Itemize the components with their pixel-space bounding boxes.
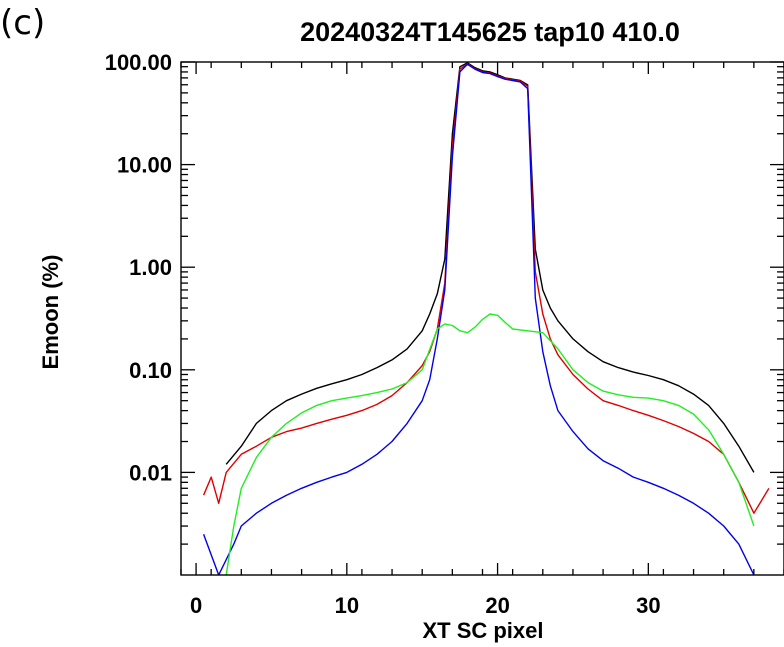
series-line-2 xyxy=(202,63,770,514)
y-tick-label: 10.00 xyxy=(117,153,172,178)
x-tick-label: 10 xyxy=(335,593,359,618)
x-axis-label: XT SC pixel xyxy=(422,618,543,643)
series-line-4 xyxy=(225,313,755,575)
y-tick-label: 1.00 xyxy=(129,255,172,280)
plot-frame xyxy=(180,61,784,576)
x-tick-label: 30 xyxy=(636,593,660,618)
y-axis-label: Emoon (%) xyxy=(38,255,63,370)
series-line-1 xyxy=(225,62,755,473)
y-tick-label: 100.00 xyxy=(105,50,172,75)
panel-label: (c) xyxy=(0,3,45,43)
series-line-3 xyxy=(202,63,755,575)
y-tick-label: 0.01 xyxy=(129,460,172,485)
y-tick-label: 0.10 xyxy=(129,358,172,383)
chart-title: 20240324T145625 tap10 410.0 xyxy=(300,17,680,47)
x-tick-label: 20 xyxy=(485,593,509,618)
x-tick-label: 0 xyxy=(190,593,202,618)
series-layer xyxy=(202,62,770,575)
ticks-layer: 0 10 20 30 0.01 0.10 1.00 10.00 100.00 xyxy=(105,50,784,618)
